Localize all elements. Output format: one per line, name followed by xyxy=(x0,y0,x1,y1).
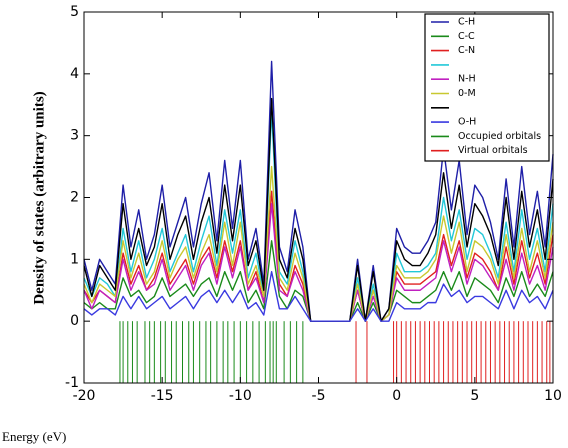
y-tick-label: 4 xyxy=(70,66,79,82)
y-tick-label: 2 xyxy=(70,190,79,206)
x-tick-label: -15 xyxy=(151,388,174,404)
legend-label: O-H xyxy=(458,117,476,128)
x-tick-label: 10 xyxy=(544,388,562,404)
dos-line xyxy=(83,240,554,322)
y-tick-label: 3 xyxy=(70,128,79,144)
x-tick-label: -10 xyxy=(229,388,252,404)
x-axis-label: Energy (eV) xyxy=(2,429,66,444)
legend-label: 0-M xyxy=(458,88,476,99)
legend-label: Occupied orbitals xyxy=(458,131,541,142)
legend-label: C-C xyxy=(458,31,475,42)
legend-label: C-N xyxy=(458,45,475,56)
legend-label: Virtual orbitals xyxy=(458,145,528,156)
y-tick-label: -1 xyxy=(65,375,79,391)
y-tick-label: 1 xyxy=(70,251,79,267)
x-tick-label: -5 xyxy=(312,388,326,404)
dos-line xyxy=(83,202,554,322)
dos-line xyxy=(83,271,554,322)
dos-line xyxy=(83,190,554,322)
y-tick-label: 5 xyxy=(70,4,79,20)
legend: C-H C-C C-N N-H 0-M O-H Occupied orbitals Virtu… xyxy=(424,13,550,162)
x-tick-label: -20 xyxy=(73,388,96,404)
x-tick-label: 0 xyxy=(392,388,401,404)
y-tick-label: 0 xyxy=(70,313,79,329)
legend-label: N-H xyxy=(458,74,476,85)
y-axis-label: Density of states (arbitrary units) xyxy=(31,91,47,304)
legend-label: C-H xyxy=(458,17,475,28)
x-tick-label: 5 xyxy=(470,388,479,404)
